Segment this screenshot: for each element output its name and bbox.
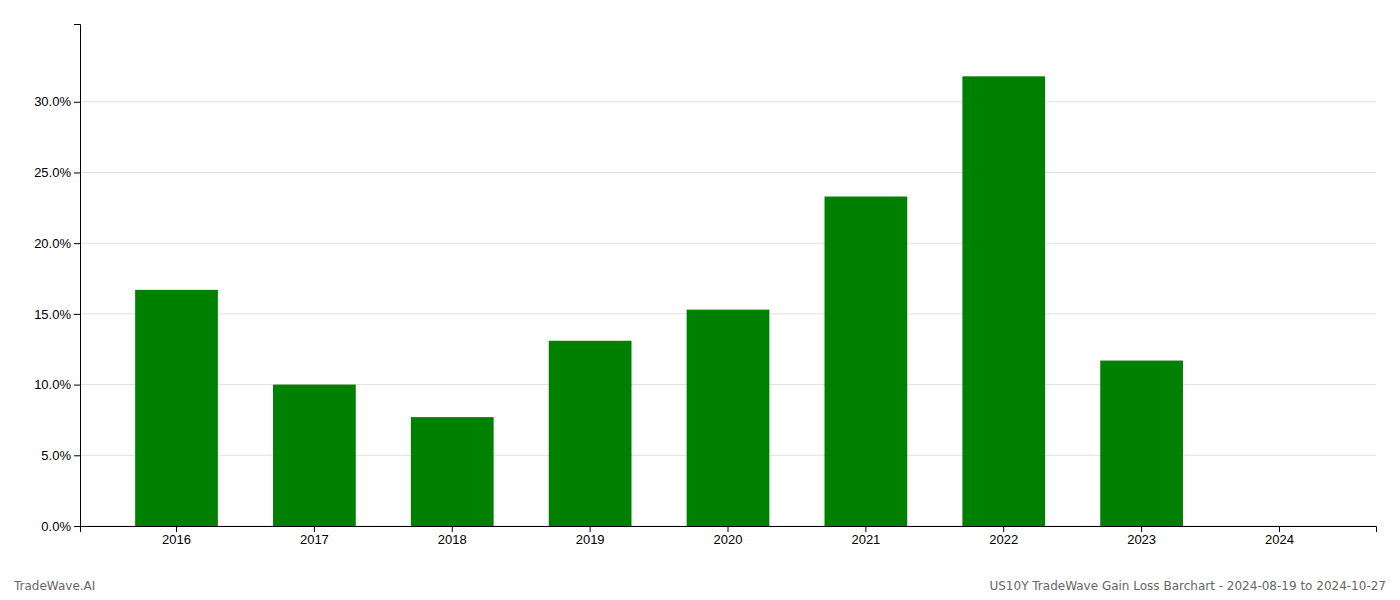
grid-line <box>80 172 1376 173</box>
footer-text: US10Y TradeWave Gain Loss Barchart - 202… <box>989 579 1386 593</box>
y-tick-mark <box>74 385 80 386</box>
x-tick: 2021 <box>851 526 880 547</box>
x-tick-label: 2016 <box>162 532 191 547</box>
x-tick: 2022 <box>989 526 1018 547</box>
y-tick-mark <box>74 243 80 244</box>
x-tick: 2023 <box>1127 526 1156 547</box>
bar <box>273 385 356 526</box>
x-tick-label: 2020 <box>714 532 743 547</box>
y-tick-mark <box>74 172 80 173</box>
y-axis-line <box>74 25 81 527</box>
x-tick-label: 2024 <box>1265 532 1294 547</box>
x-tick-mark <box>590 526 591 532</box>
bar <box>135 290 218 526</box>
x-tick-label: 2023 <box>1127 532 1156 547</box>
bar <box>1238 526 1321 527</box>
y-tick-mark <box>74 314 80 315</box>
x-tick: 2018 <box>438 526 467 547</box>
grid-line <box>80 243 1376 244</box>
y-tick: 20.0% <box>34 236 80 251</box>
x-tick-mark <box>314 526 315 532</box>
y-tick: 30.0% <box>34 94 80 109</box>
y-tick-label: 20.0% <box>34 236 71 251</box>
y-tick-label: 25.0% <box>34 165 71 180</box>
y-tick-mark <box>74 102 80 103</box>
footer-text: TradeWave.AI <box>13 579 95 593</box>
x-tick: 2020 <box>714 526 743 547</box>
footer: TradeWave.AI US10Y TradeWave Gain Loss Ba… <box>13 579 1386 593</box>
bar <box>687 310 770 526</box>
y-tick-label: 30.0% <box>34 94 71 109</box>
y-tick-label: 0.0% <box>41 519 71 534</box>
y-tick: 0.0% <box>41 519 80 534</box>
plot: 0.0%5.0%10.0%15.0%20.0%25.0%30.0%2016201… <box>34 25 1376 548</box>
x-tick-mark <box>452 526 453 532</box>
x-tick-label: 2021 <box>851 532 880 547</box>
bars <box>135 76 1183 526</box>
x-tick-label: 2018 <box>438 532 467 547</box>
x-tick-mark <box>1141 526 1142 532</box>
grid <box>80 102 1376 526</box>
bar <box>825 197 908 526</box>
y-tick: 25.0% <box>34 165 80 180</box>
y-tick-label: 15.0% <box>34 307 71 322</box>
bar <box>411 417 494 526</box>
x-tick-mark <box>1003 526 1004 532</box>
x-tick: 2019 <box>576 526 605 547</box>
x-tick-mark <box>728 526 729 532</box>
y-tick: 10.0% <box>34 377 80 392</box>
x-tick: 2024 <box>1265 526 1294 547</box>
x-tick: 2017 <box>300 526 329 547</box>
x-tick-mark <box>1279 526 1280 532</box>
grid-line <box>80 101 1376 102</box>
bar <box>962 76 1045 526</box>
y-tick-label: 5.0% <box>41 448 71 463</box>
y-tick-mark <box>74 455 80 456</box>
y-tick: 5.0% <box>41 448 80 463</box>
chart-svg: 0.0%5.0%10.0%15.0%20.0%25.0%30.0%2016201… <box>0 0 1400 600</box>
y-tick-label: 10.0% <box>34 377 71 392</box>
x-tick-label: 2019 <box>576 532 605 547</box>
x-tick-mark <box>865 526 866 532</box>
x-tick: 2016 <box>162 526 191 547</box>
x-tick-label: 2022 <box>989 532 1018 547</box>
x-tick-label: 2017 <box>300 532 329 547</box>
y-tick-mark <box>74 526 80 527</box>
bar <box>1100 361 1183 526</box>
y-axis: 0.0% 5.0% 10.0% 15.0% 20.0% 25.0% 30.0% <box>34 25 80 534</box>
chart-container: 0.0%5.0%10.0%15.0%20.0%25.0%30.0%2016201… <box>0 0 1400 600</box>
x-axis-line <box>81 527 1377 533</box>
x-axis: 2016 2017 2018 2019 2020 2021 2022 2023 2024 <box>81 526 1377 547</box>
x-tick-mark <box>176 526 177 532</box>
y-tick: 15.0% <box>34 307 80 322</box>
bar <box>549 341 632 526</box>
